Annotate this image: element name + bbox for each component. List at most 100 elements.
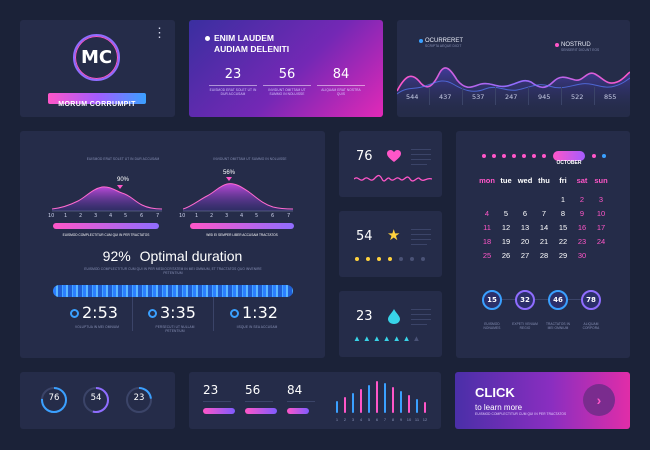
chart-caption: EUISMOD ERAT SOLET UT IN DUR ACCUSAM: [86, 157, 160, 161]
progress-rings: [41, 387, 152, 413]
wave-value: 544: [406, 93, 419, 101]
bar-axis-label: 6: [376, 417, 379, 422]
chart-axis: 10 1 2 3 4 5 6 7: [48, 213, 160, 219]
avatar[interactable]: MC: [73, 34, 120, 81]
promo-stat-value: 56: [278, 67, 296, 82]
calendar-day[interactable]: 27: [520, 251, 530, 260]
line-placeholder: [411, 239, 431, 240]
calendar-day[interactable]: 10: [596, 209, 606, 218]
bullet-dot: [205, 36, 210, 41]
wave-divider: [594, 87, 595, 105]
menu-dots[interactable]: ⋮: [153, 25, 166, 40]
cta-button[interactable]: ›: [583, 384, 615, 416]
ring-stat[interactable]: 78: [581, 290, 601, 310]
wave-value: 537: [472, 93, 485, 101]
ring-stat[interactable]: 46: [548, 290, 568, 310]
wave-area: [397, 67, 630, 117]
star-widget[interactable]: 54 ★: [339, 211, 442, 277]
ring-stat[interactable]: 32: [515, 290, 535, 310]
drop-widget[interactable]: 23 ▲▲▲▲▲▲▲: [339, 291, 442, 357]
ring-stat[interactable]: 15: [482, 290, 502, 310]
calendar-day[interactable]: 29: [558, 251, 568, 260]
legend-dot-pink: [555, 43, 559, 47]
calendar-day[interactable]: 18: [482, 237, 492, 246]
calendar-day[interactable]: 13: [520, 223, 530, 232]
calendar-day[interactable]: 6: [522, 209, 528, 218]
tree-rating: ▲▲▲▲▲▲▲: [353, 334, 423, 343]
distribution-area: [183, 183, 293, 211]
wave-value: 522: [571, 93, 584, 101]
line-placeholder: [411, 314, 431, 315]
calendar-day[interactable]: 19: [501, 237, 511, 246]
wave-line-pink: [397, 67, 630, 92]
calendar-day[interactable]: 25: [482, 251, 492, 260]
calendar-day[interactable]: 15: [558, 223, 568, 232]
mini-bar-chart: 1 2 3 4 5 6 7 8 9 10 11 12: [336, 381, 428, 422]
bar-axis-label: 2: [344, 417, 347, 422]
distribution-chart: [52, 185, 162, 212]
bar-axis-label: 9: [400, 417, 403, 422]
heart-value: 76: [356, 149, 373, 164]
legend-dot-blue: [419, 39, 423, 43]
peak-marker: [117, 185, 123, 189]
calendar-day[interactable]: 28: [539, 251, 549, 260]
drop-icon: [388, 309, 400, 324]
calendar-day[interactable]: 17: [596, 223, 606, 232]
calendar-day[interactable]: 4: [484, 209, 490, 218]
promo-stat-value: 84: [332, 67, 350, 82]
calendar-day[interactable]: 22: [558, 237, 568, 246]
calendar-day[interactable]: 24: [596, 237, 606, 246]
line-placeholder: [411, 244, 427, 245]
wave-line-blue: [397, 77, 630, 95]
distribution-outline: [183, 183, 293, 210]
calendar-day[interactable]: 11: [483, 223, 491, 232]
chart-axis: 10 1 2 3 4 5 6 7: [179, 213, 291, 219]
wave-divider: [462, 87, 463, 105]
bar-axis-label: 1: [336, 417, 339, 422]
calendar-day[interactable]: 30: [577, 251, 587, 260]
calendar-day[interactable]: 12: [501, 223, 511, 232]
ring-progress: [126, 387, 152, 413]
profile-card: ⋮ MC MORUM CORRUMPIT: [20, 20, 175, 117]
promo-stat: 84 ALIQUAM ERAT NOSTRA QUIS: [317, 67, 365, 96]
calendar-day[interactable]: 8: [560, 209, 566, 218]
cta-title: CLICK: [475, 385, 515, 400]
line-placeholder: [411, 229, 431, 230]
cta-caption: EUISMOD COMPLECTITUR CUM QUI IN PER TRAC…: [475, 412, 567, 416]
ring-icon: [230, 309, 239, 318]
month-badge[interactable]: OCTOBER: [553, 151, 585, 166]
calendar-day[interactable]: 1: [560, 195, 566, 204]
calendar-day[interactable]: 9: [579, 209, 585, 218]
promo-stat-caption: EUISMOD ERAT SOLET UT IN DUR ACCUSAM: [209, 88, 257, 96]
distribution-area: [52, 186, 162, 211]
wave-chart-card: OCURRERET SCRIPTA AEQUE DICIT NOSTRUD SE…: [397, 20, 630, 117]
ring-progress: [41, 387, 67, 413]
spectrum-bar: [53, 285, 293, 297]
promo-stat: 56 INVIDUNT OMITTAM UT SUMMO IN NOLUISSE: [263, 67, 311, 96]
star-value: 54: [356, 229, 373, 244]
cta-card[interactable]: CLICK to learn more EUISMOD COMPLECTITUR…: [455, 372, 630, 429]
calendar-grid[interactable]: 1 2 3 4 5 6 7 8 9 10 11 12 13 14 15 16 17 18 19 20 21 22 23 24 2…: [478, 195, 618, 269]
time-stat: 3:35 PERSECUTI UT NULLAM PETENTIUM: [138, 303, 218, 343]
time-divider: [132, 297, 133, 331]
time-divider: [213, 297, 214, 331]
calendar-day[interactable]: 21: [539, 237, 549, 246]
time-caption: VOLUPTUA IN MEI OMNIUM: [75, 325, 119, 329]
calendar-day[interactable]: 16: [577, 223, 587, 232]
calendar-day[interactable]: 20: [520, 237, 530, 246]
bottom-stats-card: 23 56 84 1 2 3 4 5 6 7 8 9 10 11 12: [189, 372, 441, 429]
calendar-day[interactable]: 26: [501, 251, 511, 260]
heart-widget[interactable]: 76: [339, 131, 442, 197]
calendar-day[interactable]: 3: [598, 195, 604, 204]
calendar-day[interactable]: 5: [503, 209, 509, 218]
bar-axis-label: 12: [423, 417, 428, 422]
calendar-day[interactable]: 23: [577, 237, 587, 246]
ring-caption: TRACTATOS IN MEI OMNIUM: [545, 322, 571, 330]
calendar-day[interactable]: 14: [539, 223, 549, 232]
calendar-day[interactable]: 2: [579, 195, 585, 204]
duration-panel: EUISMOD ERAT SOLET UT IN DUR ACCUSAM 90%…: [20, 131, 325, 358]
duration-percent: 92%: [102, 248, 131, 264]
chart-label-pill: EUISMOD COMPLECTITUR CUM QUI IN PER TRAC…: [53, 223, 159, 237]
calendar-day[interactable]: 7: [541, 209, 547, 218]
promo-stat-underline: [317, 85, 365, 86]
